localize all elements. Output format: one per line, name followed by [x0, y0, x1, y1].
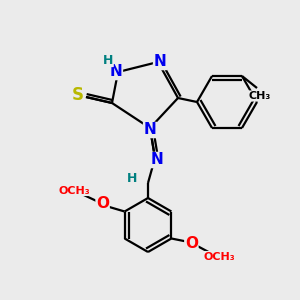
Text: CH₃: CH₃ [249, 91, 271, 101]
Text: H: H [103, 53, 113, 67]
Text: N: N [151, 152, 164, 167]
Text: N: N [110, 64, 122, 80]
Text: H: H [127, 172, 137, 184]
Text: OCH₃: OCH₃ [204, 251, 235, 262]
Text: OCH₃: OCH₃ [59, 185, 90, 196]
Text: O: O [96, 196, 109, 211]
Text: S: S [72, 86, 84, 104]
Text: O: O [185, 236, 198, 251]
Text: N: N [154, 55, 166, 70]
Text: N: N [144, 122, 156, 137]
